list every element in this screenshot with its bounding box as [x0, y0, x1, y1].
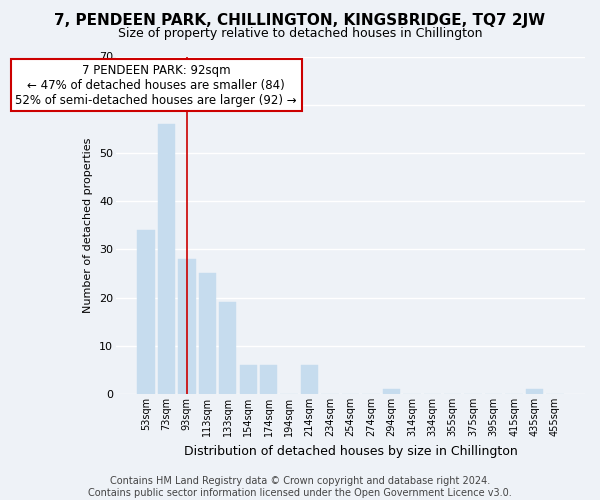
Text: Contains HM Land Registry data © Crown copyright and database right 2024.
Contai: Contains HM Land Registry data © Crown c…: [88, 476, 512, 498]
Bar: [260, 365, 277, 394]
Bar: [199, 274, 216, 394]
Text: 7 PENDEEN PARK: 92sqm
← 47% of detached houses are smaller (84)
52% of semi-deta: 7 PENDEEN PARK: 92sqm ← 47% of detached …: [16, 64, 297, 106]
Text: 7, PENDEEN PARK, CHILLINGTON, KINGSBRIDGE, TQ7 2JW: 7, PENDEEN PARK, CHILLINGTON, KINGSBRIDG…: [55, 12, 545, 28]
Bar: [137, 230, 155, 394]
Bar: [219, 302, 236, 394]
Y-axis label: Number of detached properties: Number of detached properties: [83, 138, 94, 313]
Bar: [239, 365, 257, 394]
Bar: [301, 365, 318, 394]
Bar: [178, 259, 196, 394]
Bar: [526, 389, 543, 394]
X-axis label: Distribution of detached houses by size in Chillington: Distribution of detached houses by size …: [184, 444, 517, 458]
Bar: [383, 389, 400, 394]
Bar: [158, 124, 175, 394]
Text: Size of property relative to detached houses in Chillington: Size of property relative to detached ho…: [118, 28, 482, 40]
